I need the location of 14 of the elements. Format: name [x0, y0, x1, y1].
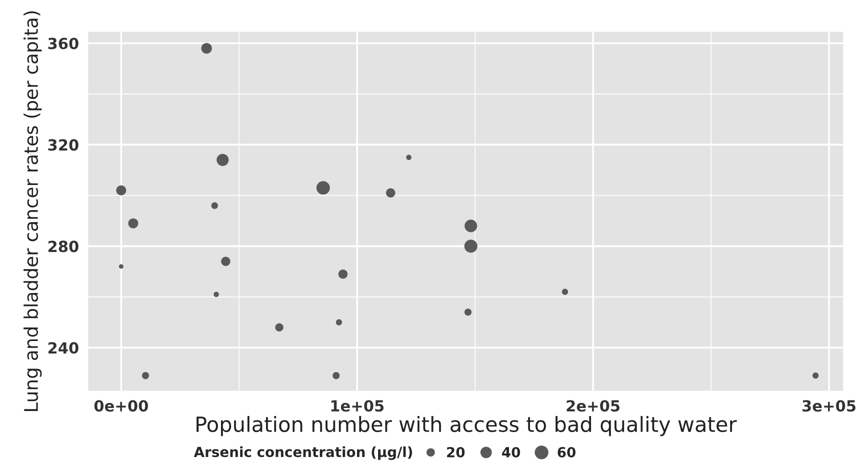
- x-tick-label: 2e+05: [566, 400, 620, 412]
- legend-label: 40: [502, 446, 520, 458]
- legend-label: 60: [558, 446, 576, 458]
- x-tick-label: 0e+00: [94, 400, 148, 412]
- x-axis-title: Population number with access to bad quality water: [196, 416, 737, 436]
- y-tick-label: 240: [48, 342, 78, 354]
- legend-title: Arsenic concentration (µg/l): [194, 446, 412, 460]
- x-tick-label: 1e+05: [331, 400, 384, 412]
- x-tick-label: 3e+05: [802, 400, 856, 412]
- y-tick-label: 360: [48, 38, 78, 50]
- y-tick-label: 320: [48, 139, 78, 151]
- y-tick-label: 280: [48, 240, 78, 252]
- legend-label: 20: [447, 446, 465, 458]
- y-axis-title: Lung and bladder cancer rates (per capita): [24, 11, 42, 412]
